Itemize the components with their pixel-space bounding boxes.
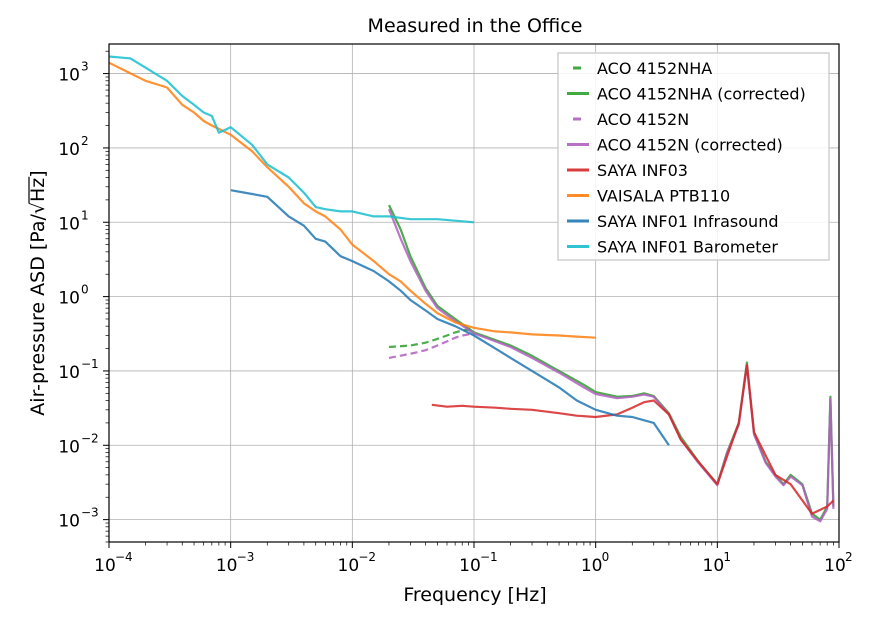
- y-tick-exponent: 2: [81, 134, 89, 148]
- y-tick-exponent: 0: [81, 283, 89, 297]
- y-tick-label: 10 −2: [58, 431, 98, 457]
- legend-label: SAYA INF03: [597, 161, 688, 180]
- x-axis-label: Frequency [Hz]: [403, 584, 546, 606]
- y-tick-exponent: −2: [81, 431, 99, 445]
- x-tick-exponent: −4: [115, 550, 133, 564]
- y-tick-label: 10 1: [58, 208, 88, 234]
- y-axis-label-suffix: ]: [27, 170, 49, 177]
- legend-label: SAYA INF01 Barometer: [597, 238, 778, 257]
- y-tick-base: 10: [58, 512, 80, 532]
- legend-label: VAISALA PTB110: [597, 187, 730, 206]
- x-tick-label: 10 −3: [216, 550, 255, 576]
- x-ticks: 10 −4 10 −3 10 −2 10 −1 10 0 10 1 10 2: [94, 542, 853, 576]
- y-axis-label-prefix: Air-pressure ASD [Pa/: [27, 213, 49, 415]
- x-tick-base: 10: [824, 556, 846, 576]
- y-tick-base: 10: [58, 289, 80, 309]
- x-tick-label: 10 −1: [459, 550, 498, 576]
- y-tick-base: 10: [58, 437, 80, 457]
- x-tick-base: 10: [216, 556, 238, 576]
- legend-label: ACO 4152N: [597, 110, 689, 129]
- series-line-2: [388, 333, 474, 359]
- y-tick-exponent: 1: [81, 208, 89, 222]
- x-tick-base: 10: [94, 556, 116, 576]
- x-tick-base: 10: [459, 556, 481, 576]
- sqrt-symbol-icon: √: [27, 201, 49, 214]
- x-tick-exponent: 1: [723, 550, 731, 564]
- x-tick-base: 10: [703, 556, 725, 576]
- legend-frame: [557, 52, 830, 261]
- grid: [108, 44, 840, 542]
- legend-label: ACO 4152NHA: [597, 59, 712, 78]
- y-tick-base: 10: [58, 363, 80, 383]
- y-tick-label: 10 0: [58, 283, 88, 309]
- x-tick-exponent: 2: [845, 550, 853, 564]
- series-line-0: [388, 328, 474, 349]
- legend-label: SAYA INF01 Infrasound: [597, 212, 779, 231]
- y-tick-label: 10 2: [58, 134, 88, 160]
- y-tick-base: 10: [58, 140, 80, 160]
- y-tick-label: 10 3: [58, 60, 88, 86]
- y-tick-base: 10: [58, 214, 80, 234]
- y-tick-label: 10 −1: [58, 357, 98, 383]
- series-line-5: [109, 61, 596, 339]
- series-line-4: [431, 364, 835, 515]
- legend-label: ACO 4152NHA (corrected): [597, 85, 806, 104]
- x-tick-label: 10 0: [581, 550, 609, 576]
- y-tick-exponent: −1: [81, 357, 99, 371]
- y-tick-label: 10 −3: [58, 506, 98, 532]
- y-axis-label-radicand: Hz: [27, 178, 49, 202]
- x-tick-label: 10 2: [824, 550, 852, 576]
- y-tick-exponent: −3: [81, 506, 99, 520]
- x-tick-exponent: −2: [358, 550, 376, 564]
- x-tick-exponent: 0: [602, 550, 610, 564]
- y-axis-label: Air-pressure ASD [Pa/ √ Hz ]: [27, 170, 49, 415]
- x-tick-label: 10 −2: [338, 550, 377, 576]
- x-tick-base: 10: [338, 556, 360, 576]
- series-line-7: [109, 55, 475, 224]
- legend: ACO 4152NHA ACO 4152NHA (corrected) ACO 41…: [557, 52, 830, 261]
- x-tick-base: 10: [581, 556, 603, 576]
- x-tick-exponent: −1: [480, 550, 498, 564]
- chart-title: Measured in the Office: [368, 15, 583, 37]
- x-tick-label: 10 1: [703, 550, 731, 576]
- y-tick-exponent: 3: [81, 60, 89, 74]
- y-tick-base: 10: [58, 66, 80, 86]
- x-tick-label: 10 −4: [94, 550, 133, 576]
- plot-series: [109, 55, 835, 523]
- legend-label: ACO 4152N (corrected): [597, 136, 783, 155]
- series-line-6: [230, 189, 670, 446]
- x-tick-exponent: −3: [237, 550, 255, 564]
